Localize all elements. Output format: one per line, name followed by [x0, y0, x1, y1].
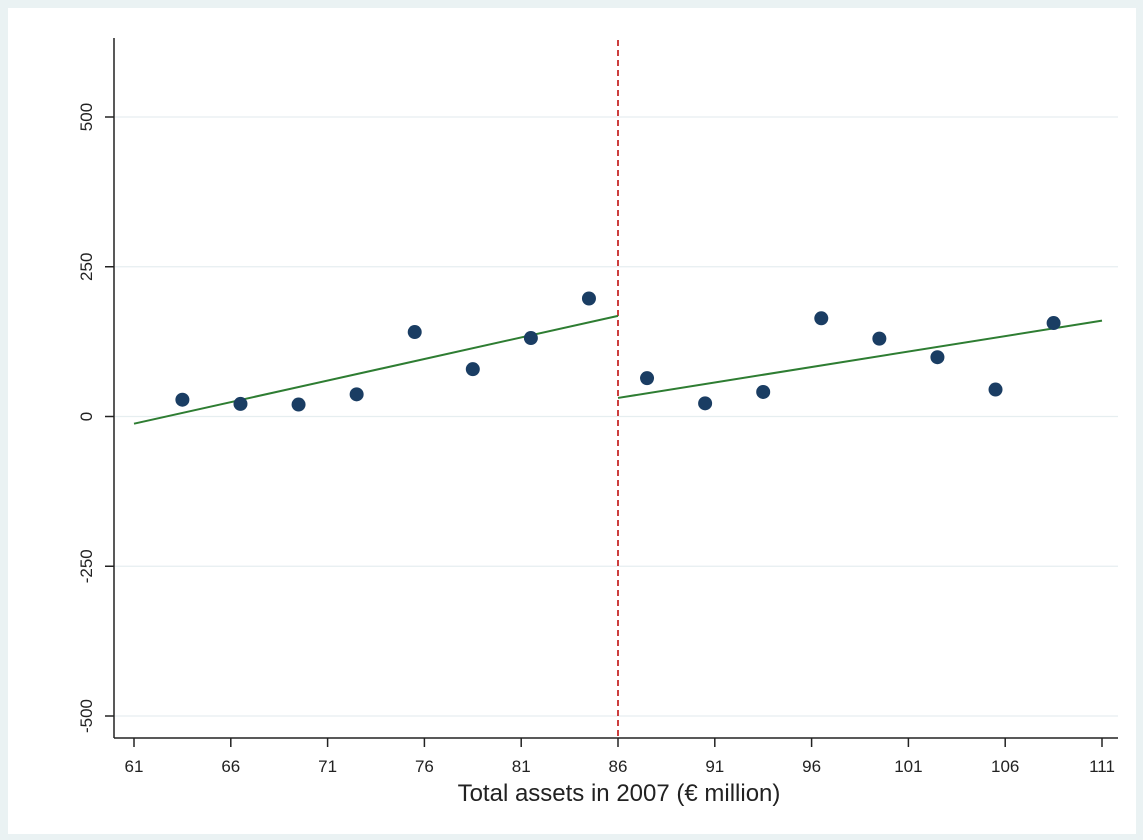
x-tick-label: 76 — [415, 757, 434, 776]
x-tick-label: 61 — [125, 757, 144, 776]
fit-line-right — [617, 319, 1103, 399]
data-point — [407, 325, 422, 340]
x-tick-label: 96 — [802, 757, 821, 776]
data-point — [814, 311, 829, 326]
gridlines — [115, 116, 1118, 717]
plot-area — [8, 8, 1136, 834]
x-ticks: 61 66 71 76 81 86 91 96 101 106 111 — [125, 738, 1115, 776]
data-point — [291, 397, 306, 412]
data-point — [640, 371, 655, 386]
y-ticks: -500 -250 0 250 500 — [77, 103, 114, 733]
x-tick-label: 66 — [221, 757, 240, 776]
x-tick-label: 106 — [991, 757, 1019, 776]
data-point — [988, 382, 1003, 397]
x-tick-label: 71 — [318, 757, 337, 776]
data-point — [175, 392, 190, 407]
fit-lines — [133, 314, 1103, 425]
fit-line-left — [133, 314, 619, 425]
data-point — [349, 387, 364, 402]
y-tick-label: 500 — [77, 103, 96, 131]
data-point — [698, 396, 713, 411]
x-tick-label: 86 — [609, 757, 628, 776]
data-point — [581, 291, 596, 306]
data-point — [523, 331, 538, 346]
x-tick-label: 91 — [705, 757, 724, 776]
axes — [113, 38, 1118, 739]
x-tick-label: 101 — [894, 757, 922, 776]
data-point — [756, 384, 771, 399]
data-point — [930, 350, 945, 365]
data-points — [175, 291, 1061, 412]
y-tick-label: -250 — [77, 549, 96, 583]
y-tick-label: 250 — [77, 253, 96, 281]
y-tick-label: -500 — [77, 699, 96, 733]
y-tick-label: 0 — [77, 412, 96, 421]
data-point — [233, 396, 248, 411]
x-axis-title: Total assets in 2007 (€ million) — [458, 780, 781, 807]
data-point — [1046, 316, 1061, 331]
data-point — [465, 362, 480, 377]
data-point — [872, 331, 887, 346]
x-tick-label: 81 — [512, 757, 531, 776]
x-tick-label: 111 — [1089, 757, 1115, 776]
